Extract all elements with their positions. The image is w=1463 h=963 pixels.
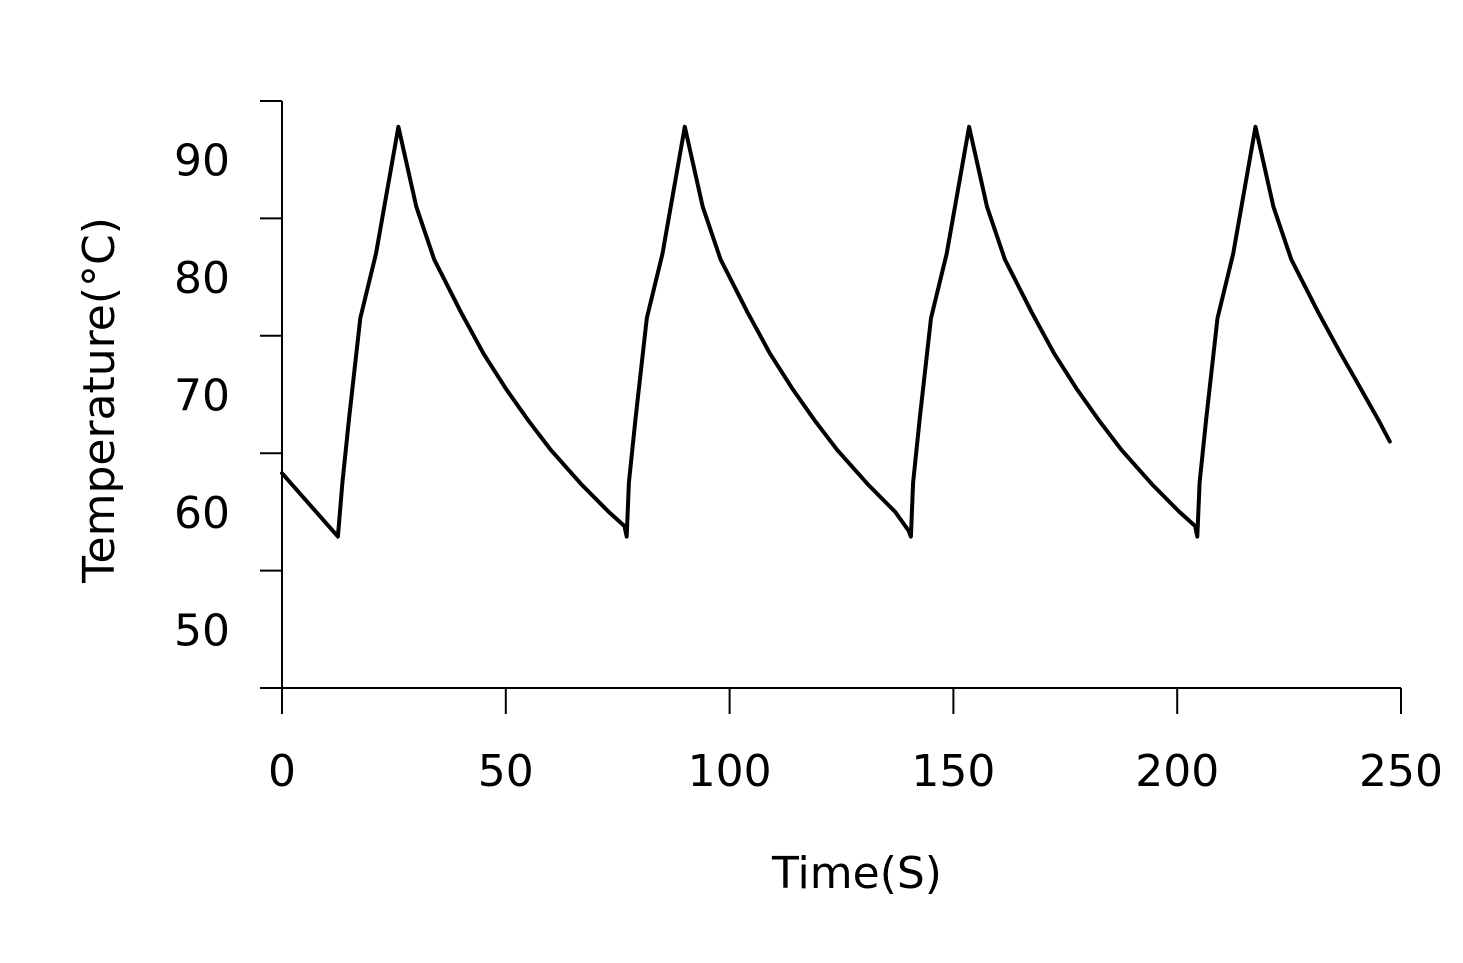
x-tick-label: 250 [1359,746,1443,797]
y-tick-label: 60 [174,488,230,539]
x-tick-label: 0 [268,746,296,797]
temperature-series-line [280,124,1392,539]
y-tick-label: 80 [174,253,230,304]
y-tick-label: 90 [174,136,230,187]
x-tick-label: 200 [1135,746,1219,797]
x-tick-label: 50 [478,746,534,797]
x-tick-label: 100 [688,746,772,797]
y-tick-label: 50 [174,605,230,656]
x-axis-title: Time(S) [771,848,942,899]
y-tick-label: 70 [174,371,230,422]
ticks: 50 60 70 80 90 0 50 100 150 200 250 [174,100,1443,797]
series [280,124,1392,539]
axes [281,101,1401,689]
x-tick-label: 150 [911,746,995,797]
y-axis-title: Temperature(°C) [74,217,125,584]
